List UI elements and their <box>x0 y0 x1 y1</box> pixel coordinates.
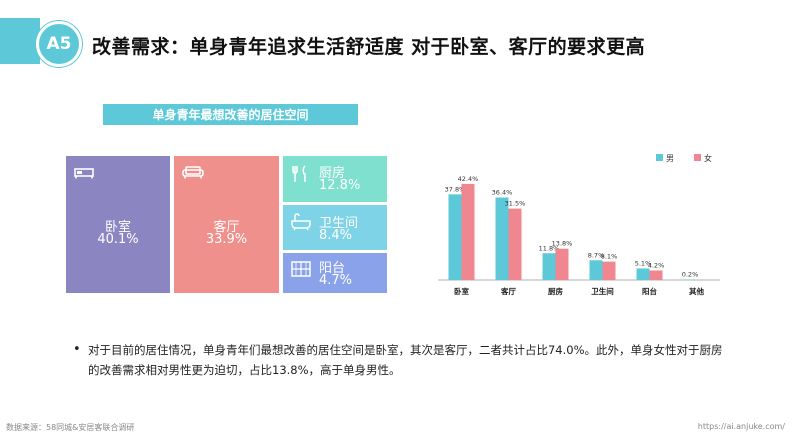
treemap-tile-balcony: 阳台 4.7% <box>283 253 387 293</box>
bar <box>649 270 663 280</box>
treemap-title: 单身青年最想改善的居住空间 <box>103 104 358 125</box>
data-label: 36.4% <box>492 188 513 196</box>
x-tick-label: 卫生间 <box>591 286 614 296</box>
x-tick-label: 客厅 <box>500 286 516 296</box>
note-bullet: • <box>73 342 81 357</box>
data-label: 11.8% <box>539 244 560 252</box>
bar <box>495 197 509 280</box>
legend-swatch <box>656 154 663 161</box>
data-label: 31.5% <box>505 200 526 208</box>
bar <box>636 268 650 280</box>
data-label: 42.4% <box>458 175 479 183</box>
footer-url: https://ai.anjuke.com/ <box>697 422 785 431</box>
bar <box>448 194 462 280</box>
data-label: 0.2% <box>682 271 699 279</box>
window-icon <box>291 261 311 281</box>
treemap-tile-living-room: 客厅 33.9% <box>174 156 279 293</box>
footer-source: 数据来源：58同城&安居客联合调研 <box>6 423 135 432</box>
sofa-icon <box>182 164 204 183</box>
bed-icon <box>74 164 94 183</box>
tile-value: 40.1% <box>97 232 139 247</box>
x-tick-label: 卧室 <box>454 286 469 296</box>
bar <box>589 260 603 280</box>
bar <box>508 208 522 280</box>
tile-value: 8.4% <box>319 228 353 243</box>
legend-label: 男 <box>666 154 674 163</box>
bar <box>555 248 569 280</box>
tile-label: 客厅 <box>213 220 240 235</box>
bar-chart: 男 女 37.8% 42.4% 卧室 36.4% 31.5% 客厅 11.8%13.8% 厨房 8.… <box>438 153 720 296</box>
treemap-tile-bedroom: 卧室 40.1% <box>66 156 170 293</box>
data-label: 4.2% <box>648 261 665 269</box>
tile-label: 阳台 <box>319 261 346 276</box>
x-tick-label: 厨房 <box>548 286 563 296</box>
legend-swatch <box>694 154 701 161</box>
bar <box>602 261 616 280</box>
treemap-tile-kitchen: 厨房 12.8% <box>283 156 387 202</box>
tile-label: 厨房 <box>319 166 346 181</box>
note-text: 对于目前的居住情况，单身青年们最想改善的居住空间是卧室，其次是客厅，二者共计占比… <box>88 343 723 377</box>
page-title: 改善需求：单身青年追求生活舒适度 对于卧室、客厅的要求更高 <box>92 36 646 58</box>
data-label: 13.8% <box>552 240 573 248</box>
tile-value: 12.8% <box>319 178 361 193</box>
data-label: 5.1% <box>635 259 652 267</box>
header-accent-bar <box>0 18 40 64</box>
utensils-icon <box>291 164 311 188</box>
legend-label: 女 <box>704 153 712 163</box>
data-label: 8.7% <box>588 251 605 259</box>
x-tick-label: 阳台 <box>642 286 657 296</box>
x-tick-label: 其他 <box>689 286 704 296</box>
data-label: 8.1% <box>601 253 618 261</box>
tile-value: 33.9% <box>205 232 248 247</box>
data-label: 37.8% <box>445 185 466 193</box>
tile-label: 卧室 <box>104 220 131 235</box>
treemap-tile-bathroom: 卫生间 8.4% <box>283 205 387 250</box>
tile-value: 4.7% <box>319 273 353 288</box>
bar <box>461 183 475 280</box>
bar <box>542 253 556 280</box>
section-badge: A5 <box>36 21 82 67</box>
tile-label: 卫生间 <box>319 216 359 231</box>
bathtub-icon <box>291 213 311 235</box>
